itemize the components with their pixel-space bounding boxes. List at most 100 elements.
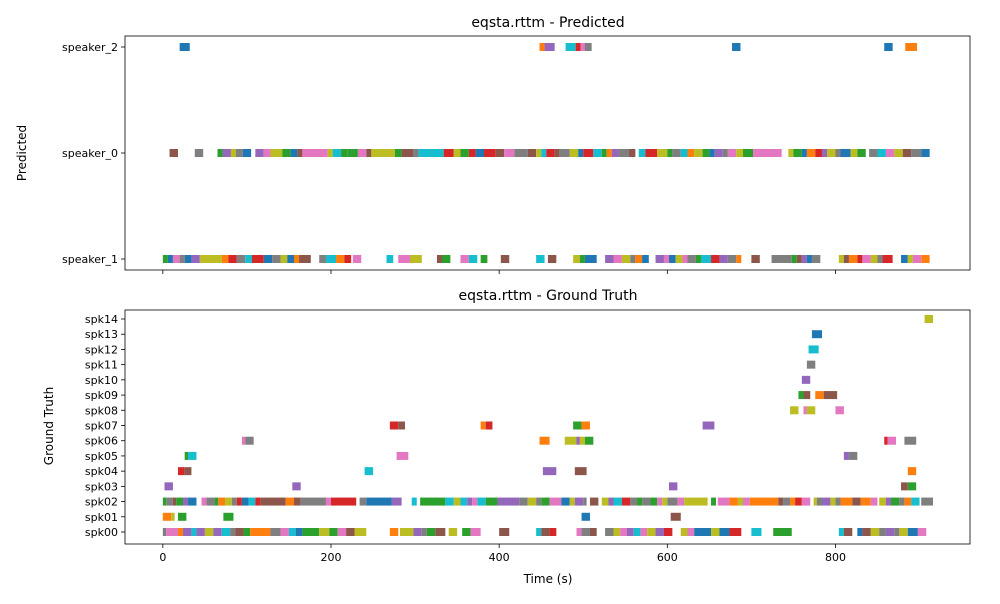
ground-truth-segment-spk02-58 bbox=[711, 497, 717, 506]
predicted-segment-speaker_0-35 bbox=[536, 149, 542, 157]
ground-truth-segment-spk02-40 bbox=[561, 497, 570, 506]
ground-truth-ytick-label-spk11: spk11 bbox=[85, 359, 118, 372]
predicted-segment-speaker_1-28 bbox=[460, 255, 469, 263]
ground-truth-segment-spk00-25 bbox=[413, 528, 422, 536]
ground-truth-segment-spk03-1 bbox=[292, 482, 301, 491]
ground-truth-segment-spk02-63 bbox=[749, 497, 779, 506]
ground-truth-segment-spk08-2 bbox=[806, 406, 816, 415]
ground-truth-segment-spk00-3 bbox=[183, 528, 192, 536]
predicted-segment-speaker_1-27 bbox=[441, 255, 451, 263]
predicted-segment-speaker_1-47 bbox=[682, 255, 688, 263]
ground-truth-segment-spk07-0 bbox=[389, 421, 399, 430]
predicted-segment-speaker_0-31 bbox=[495, 149, 505, 157]
ground-truth-segment-spk13-0 bbox=[811, 330, 823, 339]
predicted-segment-speaker_0-77 bbox=[877, 149, 886, 157]
predicted-segment-speaker_0-41 bbox=[578, 149, 584, 157]
predicted-segment-speaker_0-65 bbox=[788, 149, 794, 157]
ground-truth-segment-spk00-49 bbox=[687, 528, 695, 536]
predicted-segment-speaker_0-0 bbox=[169, 149, 178, 157]
predicted-segment-speaker_1-54 bbox=[736, 255, 742, 263]
ground-truth-segment-spk00-61 bbox=[879, 528, 886, 536]
predicted-segment-speaker_1-3 bbox=[179, 255, 185, 263]
ground-truth-segment-spk02-46 bbox=[608, 497, 614, 506]
predicted-segment-speaker_0-36 bbox=[541, 149, 547, 157]
ground-truth-segment-spk02-26 bbox=[420, 497, 446, 506]
predicted-segment-speaker_1-18 bbox=[319, 255, 326, 263]
predicted-segment-speaker_0-51 bbox=[657, 149, 668, 157]
ground-truth-segment-spk02-47 bbox=[613, 497, 622, 506]
predicted-segment-speaker_0-53 bbox=[672, 149, 681, 157]
ground-truth-segment-spk05-1 bbox=[188, 451, 197, 460]
predicted-segment-speaker_1-66 bbox=[862, 255, 871, 263]
ground-truth-segment-spk09-2 bbox=[815, 391, 824, 400]
predicted-segment-speaker_0-9 bbox=[270, 149, 283, 157]
ground-truth-segment-spk02-59 bbox=[717, 497, 730, 506]
predicted-segment-speaker_0-13 bbox=[302, 149, 328, 157]
predicted-plot-frame bbox=[124, 35, 971, 271]
predicted-segment-speaker_1-43 bbox=[655, 255, 664, 263]
predicted-segment-speaker_1-2 bbox=[172, 255, 180, 263]
predicted-segment-speaker_0-24 bbox=[418, 149, 444, 157]
ground-truth-segment-spk02-48 bbox=[621, 497, 631, 506]
predicted-segment-speaker_0-75 bbox=[857, 149, 866, 157]
predicted-segment-speaker_1-48 bbox=[687, 255, 696, 263]
ground-truth-segment-spk02-31 bbox=[472, 497, 478, 506]
ground-truth-segment-spk02-37 bbox=[536, 497, 542, 506]
ground-truth-segment-spk00-52 bbox=[719, 528, 730, 536]
predicted-segment-speaker_0-32 bbox=[504, 149, 515, 157]
ground-truth-segment-spk02-23 bbox=[366, 497, 392, 506]
ground-truth-segment-spk01-5 bbox=[670, 512, 681, 521]
predicted-segment-speaker_0-34 bbox=[527, 149, 537, 157]
predicted-segment-speaker_0-4 bbox=[230, 149, 236, 157]
predicted-segment-speaker_1-73 bbox=[921, 255, 930, 263]
predicted-segment-speaker_0-29 bbox=[475, 149, 485, 157]
ground-truth-segment-spk02-61 bbox=[737, 497, 743, 506]
predicted-segment-speaker_1-52 bbox=[719, 255, 728, 263]
ground-truth-ytick-label-spk12: spk12 bbox=[85, 343, 118, 356]
ground-truth-segment-spk00-17 bbox=[302, 528, 320, 536]
ground-truth-segment-spk02-72 bbox=[830, 497, 836, 506]
predicted-segment-speaker_0-10 bbox=[282, 149, 291, 157]
ground-truth-segment-spk02-53 bbox=[657, 497, 663, 506]
ground-truth-segment-spk02-25 bbox=[411, 497, 417, 506]
ground-truth-xtick-label-0: 0 bbox=[159, 551, 166, 564]
predicted-segment-speaker_1-40 bbox=[630, 255, 636, 263]
ground-truth-segment-spk05-2 bbox=[396, 451, 409, 460]
ground-truth-segment-spk00-13 bbox=[270, 528, 281, 536]
predicted-segment-speaker_0-11 bbox=[290, 149, 298, 157]
ground-truth-segment-spk02-14 bbox=[248, 497, 256, 506]
ground-truth-segment-spk00-51 bbox=[711, 528, 720, 536]
predicted-segment-speaker_1-42 bbox=[642, 255, 649, 263]
predicted-segment-speaker_0-66 bbox=[793, 149, 802, 157]
ground-truth-segment-spk02-11 bbox=[231, 497, 237, 506]
ground-truth-segment-spk02-30 bbox=[467, 497, 473, 506]
predicted-ytick-label-speaker_0: speaker_0 bbox=[62, 147, 118, 160]
predicted-segment-speaker_1-58 bbox=[796, 255, 802, 263]
ground-truth-segment-spk12-0 bbox=[808, 345, 819, 354]
predicted-segment-speaker_1-23 bbox=[386, 255, 394, 263]
ground-truth-segment-spk08-3 bbox=[835, 406, 844, 415]
ground-truth-segment-spk06-9 bbox=[904, 436, 917, 445]
ground-truth-segment-spk02-7 bbox=[206, 497, 215, 506]
ground-truth-segment-spk02-6 bbox=[201, 497, 207, 506]
predicted-segment-speaker_1-37 bbox=[605, 255, 614, 263]
ground-truth-segment-spk00-39 bbox=[605, 528, 614, 536]
ground-truth-segment-spk00-18 bbox=[319, 528, 330, 536]
ground-truth-segment-spk02-18 bbox=[294, 497, 301, 506]
predicted-segment-speaker_1-1 bbox=[167, 255, 173, 263]
predicted-segment-speaker_0-14 bbox=[327, 149, 333, 157]
ground-truth-segment-spk01-4 bbox=[581, 512, 590, 521]
ground-truth-segment-spk02-13 bbox=[241, 497, 249, 506]
ground-truth-segment-spk03-0 bbox=[164, 482, 173, 491]
ground-truth-segment-spk02-50 bbox=[637, 497, 643, 506]
ground-truth-segment-spk02-56 bbox=[677, 497, 685, 506]
ground-truth-segment-spk00-44 bbox=[640, 528, 648, 536]
ground-truth-segment-spk02-54 bbox=[662, 497, 668, 506]
ground-truth-segment-spk00-16 bbox=[295, 528, 303, 536]
predicted-segment-speaker_0-19 bbox=[366, 149, 372, 157]
ground-truth-segment-spk02-83 bbox=[911, 497, 920, 506]
predicted-segment-speaker_1-29 bbox=[468, 255, 478, 263]
predicted-segment-speaker_0-39 bbox=[559, 149, 570, 157]
ground-truth-segment-spk04-1 bbox=[184, 467, 192, 476]
ground-truth-xtick-label-2: 400 bbox=[489, 551, 510, 564]
